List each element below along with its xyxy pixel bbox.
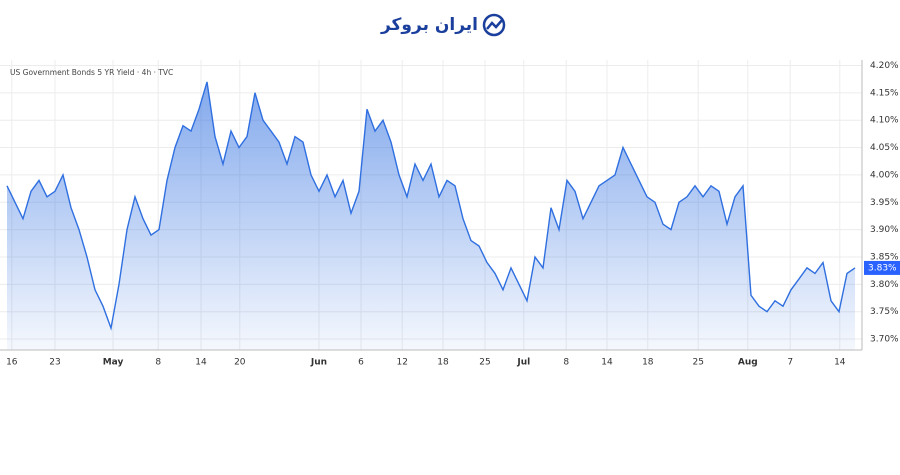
logo-text: ایران بروکر (380, 15, 478, 35)
x-tick-label: 8 (155, 358, 161, 368)
y-tick-label: 3.95% (870, 198, 899, 208)
y-tick-label: 4.15% (870, 88, 899, 98)
logo-icon (482, 13, 506, 37)
x-tick-label: Jul (516, 358, 530, 368)
x-tick-label: Jun (310, 358, 327, 368)
y-tick-label: 4.00% (870, 170, 899, 180)
y-tick-label: 3.90% (870, 225, 899, 235)
line (6, 81, 856, 331)
x-tick-label: 14 (601, 358, 613, 368)
x-tick-label: 8 (563, 358, 569, 368)
logo: ایران بروکر (380, 13, 506, 37)
last-value-box (864, 260, 900, 275)
y-tick-label: 3.85% (870, 252, 899, 262)
plot (6, 81, 856, 351)
x-tick-label: 25 (479, 358, 490, 368)
x-tick-label: 16 (6, 358, 18, 368)
x-tick-label: 6 (358, 358, 364, 368)
y-tick-label: 4.10% (870, 116, 899, 126)
x-tick-label: 14 (195, 358, 207, 368)
logo-arrow (486, 18, 504, 30)
x-tick-label: 14 (834, 358, 846, 368)
x-tick-label: 23 (49, 358, 60, 368)
x-tick-label: 20 (234, 358, 246, 368)
x-tick-label: Aug (738, 358, 758, 368)
y-tick-label: 3.70% (870, 335, 899, 345)
x-tick-label: 18 (437, 358, 449, 368)
x-tick-label: 25 (692, 358, 703, 368)
y-tick-label: 3.75% (870, 307, 899, 317)
axes: 3.70% 3.75% 3.80% 3.85% 3.90% 3.95% 4.00% 4.05%… (0, 60, 900, 368)
x-tick-label: 18 (642, 358, 654, 368)
chart-title: US Government Bonds 5 YR Yield · 4h · TV… (10, 68, 173, 77)
x-tick-label: 7 (787, 358, 793, 368)
y-tick-label: 4.05% (870, 143, 899, 153)
x-tick-label: 12 (396, 358, 407, 368)
last-value-label: 3.83% (868, 263, 897, 273)
x-tick-label: May (103, 358, 124, 368)
area-fill (7, 81, 855, 351)
y-tick-label: 4.20% (870, 61, 899, 71)
y-tick-label: 3.80% (870, 280, 899, 290)
